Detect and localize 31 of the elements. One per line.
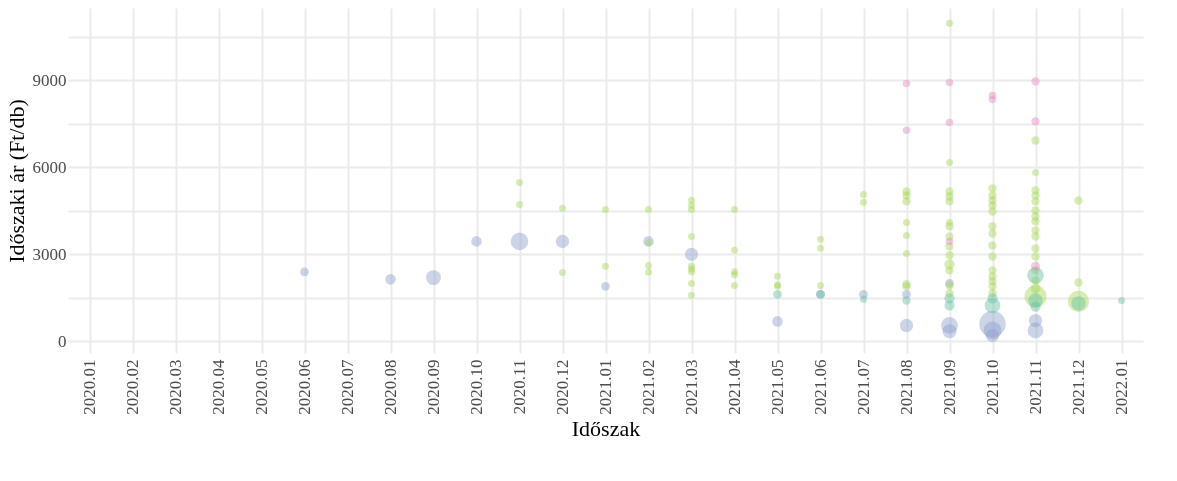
x-tick-label: 2021.08 (897, 359, 916, 415)
x-tick-label: 2021.11 (1026, 359, 1045, 415)
x-axis-title: Időszak (571, 415, 641, 441)
x-tick-label: 2021.02 (639, 359, 658, 415)
x-tick-label: 2020.12 (553, 359, 572, 415)
y-tick-label: 3000 (32, 244, 67, 264)
x-tick-label: 2020.07 (338, 359, 357, 415)
x-tick-label: 2020.01 (80, 359, 99, 415)
x-tick-label: 2021.10 (983, 359, 1002, 415)
y-tick-label: 0 (58, 331, 67, 351)
x-tick-label: 2022.01 (1112, 359, 1131, 415)
x-tick-label: 2021.03 (682, 359, 701, 415)
y-tick-label: 6000 (32, 157, 67, 177)
x-tick-label: 2021.06 (811, 359, 830, 415)
x-tick-label: 2021.09 (940, 359, 959, 415)
x-tick-label: 2020.04 (209, 359, 228, 415)
x-tick-label: 2021.07 (854, 359, 873, 415)
x-tick-label: 2021.01 (596, 359, 615, 415)
x-tick-label: 2020.09 (424, 359, 443, 415)
x-tick-label: 2020.08 (381, 359, 400, 415)
x-tick-label: 2020.02 (123, 359, 142, 415)
x-tick-label: 2020.06 (295, 359, 314, 415)
y-axis-title: Időszaki ár (Ft/db) (3, 99, 29, 263)
x-tick-label: 2020.03 (166, 359, 185, 415)
x-tick-label: 2020.11 (510, 359, 529, 415)
x-tick-label: 2020.05 (252, 359, 271, 415)
x-tick-label: 2020.10 (467, 359, 486, 415)
y-tick-label: 9000 (32, 70, 67, 90)
x-tick-label: 2021.12 (1069, 359, 1088, 415)
x-tick-label: 2021.04 (725, 359, 744, 415)
x-tick-label: 2021.05 (768, 359, 787, 415)
